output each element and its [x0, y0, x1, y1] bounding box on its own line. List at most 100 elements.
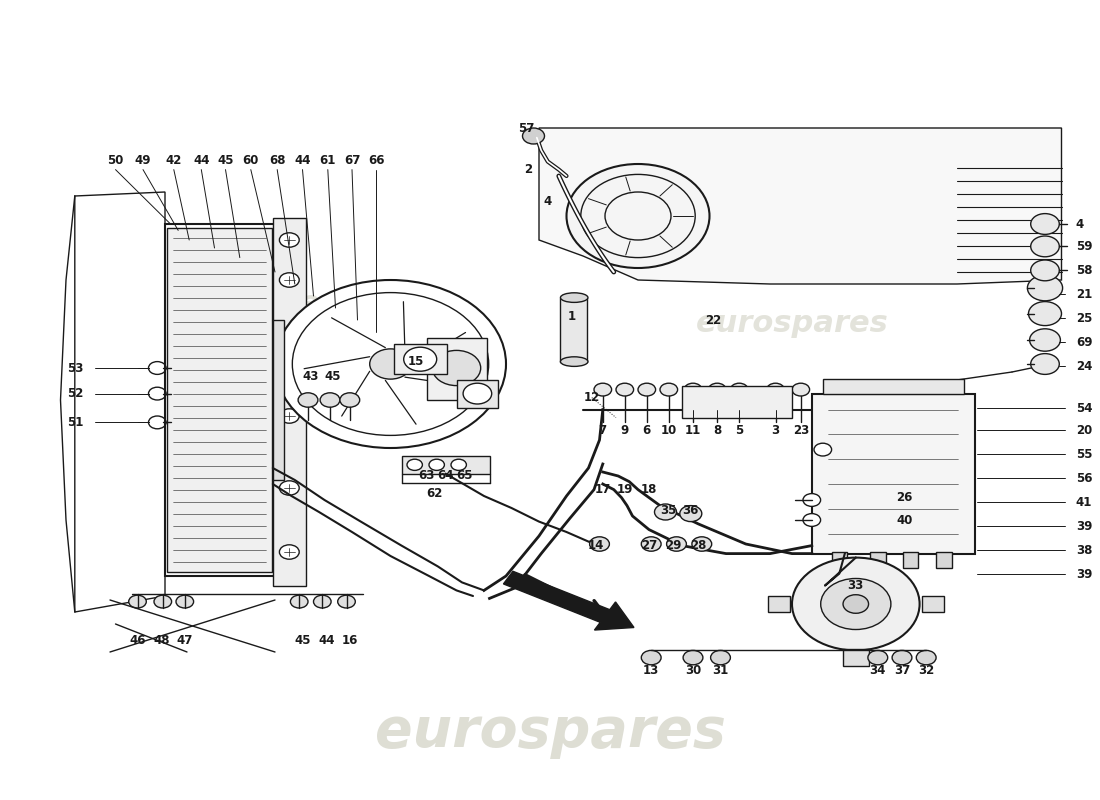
- Circle shape: [1031, 214, 1059, 234]
- Bar: [768, 596, 790, 612]
- Circle shape: [843, 594, 869, 614]
- Bar: [273, 320, 284, 480]
- Bar: [812, 394, 975, 554]
- Text: 11: 11: [685, 424, 701, 437]
- Text: 51: 51: [67, 416, 82, 429]
- Text: 26: 26: [896, 491, 912, 504]
- Text: 53: 53: [67, 362, 82, 374]
- Circle shape: [730, 383, 748, 396]
- Circle shape: [154, 595, 172, 608]
- Bar: [682, 386, 792, 418]
- Circle shape: [680, 506, 702, 522]
- Circle shape: [1031, 260, 1059, 281]
- Circle shape: [916, 650, 936, 665]
- Text: 56: 56: [1076, 472, 1092, 485]
- Circle shape: [641, 650, 661, 665]
- Text: 6: 6: [642, 424, 651, 437]
- Circle shape: [792, 558, 920, 650]
- Circle shape: [279, 481, 299, 495]
- Text: 50: 50: [108, 154, 123, 166]
- Circle shape: [566, 164, 710, 268]
- Bar: [870, 552, 886, 568]
- FancyArrow shape: [504, 571, 634, 630]
- Circle shape: [129, 595, 146, 608]
- Text: 45: 45: [218, 154, 233, 166]
- Text: 63: 63: [419, 469, 435, 482]
- Text: 68: 68: [268, 154, 286, 166]
- Circle shape: [338, 595, 355, 608]
- Text: 44: 44: [295, 154, 310, 166]
- Text: 45: 45: [295, 634, 310, 646]
- Circle shape: [432, 350, 481, 386]
- Text: 1: 1: [568, 310, 576, 322]
- Text: 66: 66: [367, 154, 385, 166]
- Text: 4: 4: [1076, 218, 1084, 230]
- Text: 46: 46: [130, 634, 145, 646]
- Text: 59: 59: [1076, 240, 1092, 253]
- Circle shape: [340, 393, 360, 407]
- Circle shape: [298, 393, 318, 407]
- Circle shape: [314, 595, 331, 608]
- Text: 22: 22: [705, 314, 720, 326]
- Text: 12: 12: [584, 391, 600, 404]
- Text: 49: 49: [134, 154, 152, 166]
- Text: 57: 57: [518, 122, 534, 134]
- Circle shape: [279, 273, 299, 287]
- Text: 65: 65: [455, 469, 473, 482]
- Circle shape: [320, 393, 340, 407]
- Text: eurospares: eurospares: [145, 290, 339, 318]
- Text: 55: 55: [1076, 448, 1092, 461]
- Text: 48: 48: [153, 634, 169, 646]
- Text: 61: 61: [320, 154, 336, 166]
- Bar: [843, 649, 869, 666]
- Circle shape: [814, 443, 832, 456]
- Circle shape: [279, 337, 299, 351]
- Text: 52: 52: [67, 387, 82, 400]
- Bar: [427, 338, 487, 400]
- Circle shape: [711, 650, 730, 665]
- Text: 16: 16: [342, 634, 358, 646]
- Text: eurospares: eurospares: [375, 705, 725, 759]
- Text: 18: 18: [641, 483, 657, 496]
- Bar: [167, 228, 272, 572]
- Ellipse shape: [561, 293, 588, 302]
- Circle shape: [803, 494, 821, 506]
- Circle shape: [667, 537, 686, 551]
- Text: 47: 47: [177, 634, 192, 646]
- Circle shape: [654, 504, 676, 520]
- Circle shape: [1027, 275, 1063, 301]
- Text: 39: 39: [1076, 568, 1092, 581]
- Text: 44: 44: [194, 154, 209, 166]
- Circle shape: [590, 537, 609, 551]
- Circle shape: [279, 233, 299, 247]
- Circle shape: [616, 383, 634, 396]
- Circle shape: [279, 409, 299, 423]
- Text: 3: 3: [771, 424, 780, 437]
- Circle shape: [429, 459, 444, 470]
- Text: 21: 21: [1076, 288, 1092, 301]
- Text: 43: 43: [302, 370, 318, 382]
- Text: 33: 33: [848, 579, 864, 592]
- Circle shape: [792, 383, 810, 396]
- Text: 10: 10: [661, 424, 676, 437]
- Bar: [832, 552, 847, 568]
- Polygon shape: [75, 192, 165, 612]
- Circle shape: [451, 459, 466, 470]
- Text: 37: 37: [894, 664, 910, 677]
- Circle shape: [290, 595, 308, 608]
- Text: 30: 30: [685, 664, 701, 677]
- Bar: [903, 552, 918, 568]
- Text: 9: 9: [620, 424, 629, 437]
- Text: 67: 67: [344, 154, 360, 166]
- Bar: [402, 456, 490, 474]
- Circle shape: [803, 514, 821, 526]
- Circle shape: [821, 578, 891, 630]
- Circle shape: [692, 537, 712, 551]
- Text: 44: 44: [319, 634, 334, 646]
- Text: 36: 36: [683, 504, 698, 517]
- Text: 69: 69: [1076, 336, 1092, 349]
- Text: 27: 27: [641, 539, 657, 552]
- Text: 7: 7: [598, 424, 607, 437]
- Text: 14: 14: [588, 539, 604, 552]
- Text: 20: 20: [1076, 424, 1092, 437]
